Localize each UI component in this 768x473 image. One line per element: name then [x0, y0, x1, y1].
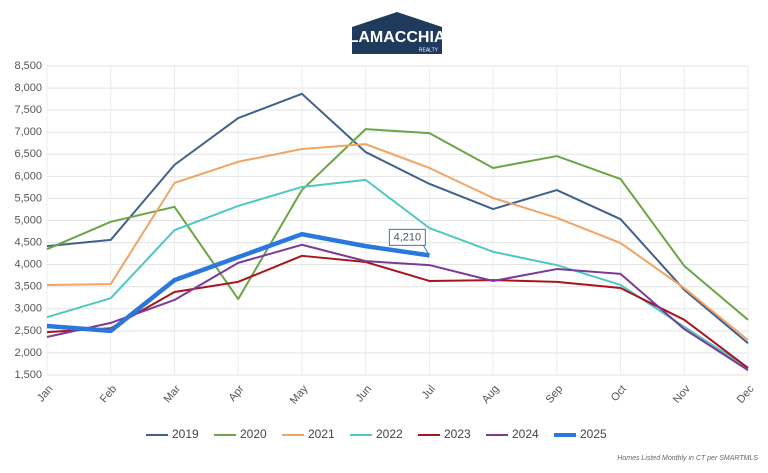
- y-tick-label: 1,500: [14, 369, 42, 381]
- y-tick-label: 6,500: [14, 148, 42, 160]
- y-tick-label: 3,500: [14, 281, 42, 293]
- x-tick-label: Nov: [671, 383, 693, 406]
- legend-label: 2020: [240, 427, 267, 441]
- x-tick-label: Feb: [98, 383, 119, 405]
- y-tick-label: 3,000: [14, 303, 42, 315]
- y-tick-label: 8,500: [14, 60, 42, 72]
- y-tick-label: 5,500: [14, 192, 42, 204]
- annotation-box: [388, 228, 426, 246]
- y-tick-label: 6,000: [14, 170, 42, 182]
- series-line: [46, 178, 749, 369]
- logo-roof: [352, 12, 442, 27]
- y-tick-label: 4,500: [14, 236, 42, 248]
- y-tick-label: 2,500: [14, 325, 42, 337]
- value-label: 4,210: [394, 231, 422, 243]
- x-tick-label: Jun: [354, 383, 375, 404]
- x-tick-label: May: [288, 383, 311, 407]
- logo-tagline: REALTY: [419, 47, 439, 53]
- y-tick-label: 7,000: [14, 126, 42, 138]
- annotation-pointer: [422, 245, 430, 256]
- legend-label: 2021: [308, 427, 335, 441]
- legend-label: 2022: [376, 427, 403, 441]
- source-note: Homes Listed Monthly in CT per SMARTMLS: [617, 455, 758, 462]
- x-tick-label: Sep: [544, 383, 566, 406]
- y-tick-label: 2,000: [14, 347, 42, 359]
- x-tick-label: Dec: [735, 383, 757, 406]
- logo-name: LAMACCHIA: [349, 29, 446, 46]
- x-tick-label: Oct: [609, 383, 629, 404]
- y-tick-label: 4,000: [14, 259, 42, 271]
- series-line: [46, 231, 430, 334]
- y-tick-label: 7,500: [14, 104, 42, 116]
- logo-box: [352, 27, 442, 54]
- series-line: [46, 128, 749, 321]
- x-tick-label: Apr: [227, 383, 247, 404]
- y-tick-label: 8,000: [14, 82, 42, 94]
- series-line: [46, 143, 749, 341]
- legend-label: 2024: [512, 427, 539, 441]
- legend-label: 2025: [580, 427, 607, 441]
- legend-label: 2023: [444, 427, 471, 441]
- series-line: [46, 254, 749, 369]
- y-tick-label: 5,000: [14, 214, 42, 226]
- series-line: [46, 243, 749, 371]
- logo: LAMACCHIA REALTY: [349, 12, 446, 54]
- x-tick-label: Jul: [420, 383, 438, 401]
- x-tick-label: Jan: [35, 383, 56, 404]
- x-tick-label: Aug: [480, 383, 502, 406]
- legend-label: 2019: [172, 427, 199, 441]
- x-tick-label: Mar: [162, 383, 184, 405]
- series-line: [46, 92, 749, 344]
